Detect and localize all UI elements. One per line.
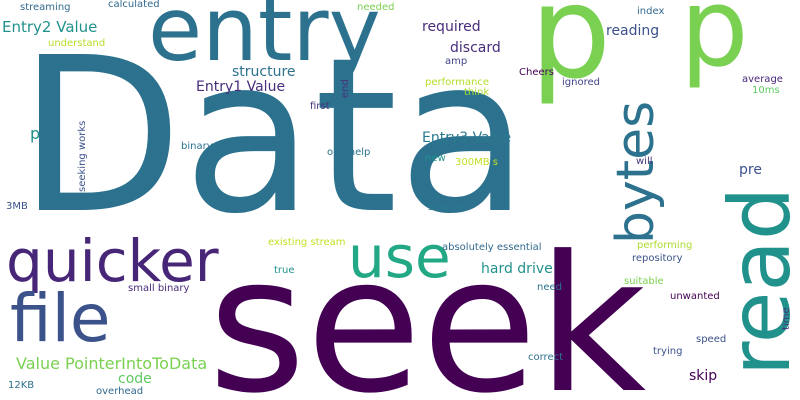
word-structure: structure bbox=[232, 64, 296, 80]
word-repository: repository bbox=[632, 253, 683, 264]
word-understand: understand bbox=[48, 38, 106, 49]
word-entry1-value: Entry1 Value bbox=[196, 79, 286, 95]
word-overhead: overhead bbox=[96, 386, 144, 397]
word-performance: performance bbox=[425, 77, 490, 88]
word-index: index bbox=[637, 6, 665, 17]
word-streaming: streaming bbox=[20, 2, 71, 13]
word-small-binary: small binary bbox=[128, 283, 190, 294]
word-p-2: p bbox=[680, 0, 749, 91]
word-correct: correct bbox=[528, 352, 564, 363]
word-binary-database: binary database bbox=[181, 141, 263, 152]
word-bytes: bytes bbox=[606, 100, 666, 244]
word-value-pointer: Value PointerIntoToData bbox=[16, 354, 208, 373]
word-true: true bbox=[274, 265, 295, 276]
word-skip: skip bbox=[689, 368, 718, 384]
word-end: end bbox=[340, 79, 351, 98]
word-quicker: quicker bbox=[6, 227, 219, 295]
word-smaller: smaller bbox=[428, 202, 465, 213]
word-10ms: 10ms bbox=[752, 85, 780, 96]
word-performing: performing bbox=[637, 240, 693, 251]
word-reading: reading bbox=[606, 23, 660, 39]
word-calculated: calculated bbox=[108, 0, 160, 10]
word-300mb-s: 300MB s bbox=[455, 157, 498, 168]
word-needed: needed bbox=[357, 2, 395, 13]
word-pre: pre bbox=[739, 162, 762, 178]
word-discard: discard bbox=[450, 40, 501, 56]
word-3mb: 3MB bbox=[6, 201, 28, 212]
word-12kb: 12KB bbox=[8, 380, 35, 391]
word-hard-drive: hard drive bbox=[481, 261, 553, 277]
word-seek: seek bbox=[208, 216, 647, 400]
word-p-3: p bbox=[30, 124, 41, 143]
word-think: think bbox=[464, 87, 490, 98]
word-file: file bbox=[10, 280, 111, 357]
word-first: first bbox=[310, 101, 330, 112]
word-absolutely-essential: absolutely essential bbox=[442, 242, 542, 253]
word-existing-stream: existing stream bbox=[268, 237, 346, 248]
word-need: need bbox=[537, 282, 562, 293]
word-time: time bbox=[781, 307, 792, 330]
word-use: use bbox=[348, 223, 451, 291]
word-seeking-works: seeking works bbox=[77, 120, 88, 192]
word-code: code bbox=[118, 371, 152, 387]
word-amp: amp bbox=[445, 56, 468, 67]
word-cheers: Cheers bbox=[519, 67, 554, 78]
word-average: average bbox=[742, 74, 783, 85]
word-speed: speed bbox=[696, 334, 727, 345]
word-will: will bbox=[636, 156, 653, 167]
word-p-1: p bbox=[530, 0, 612, 108]
word-entry2-value: Entry2 Value bbox=[2, 18, 98, 36]
word-data: Data bbox=[18, 12, 529, 261]
word-one-help: one help bbox=[327, 147, 371, 158]
word-trying: trying bbox=[653, 346, 683, 357]
word-suitable: suitable bbox=[624, 276, 664, 287]
word-required: required bbox=[422, 19, 481, 35]
word-entry3-value: Entry3 Value bbox=[422, 130, 512, 146]
word-ignored: ignored bbox=[562, 77, 600, 88]
word-new: new bbox=[425, 153, 446, 164]
word-entry: entry bbox=[148, 0, 381, 81]
word-read: read bbox=[711, 186, 800, 376]
word-unwanted: unwanted bbox=[670, 291, 720, 302]
